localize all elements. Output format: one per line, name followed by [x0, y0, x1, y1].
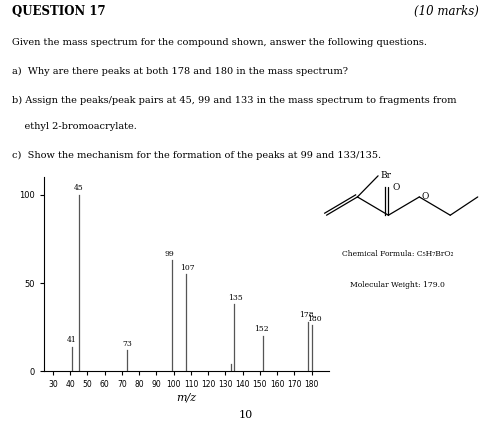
Text: Chemical Formula: C₅H₇BrO₂: Chemical Formula: C₅H₇BrO₂: [342, 251, 454, 258]
Text: O: O: [421, 192, 429, 201]
Text: Given the mass spectrum for the compound shown, answer the following questions.: Given the mass spectrum for the compound…: [12, 38, 427, 48]
Text: 152: 152: [254, 325, 269, 333]
Text: O: O: [393, 183, 400, 192]
Text: 178: 178: [299, 311, 314, 319]
Text: Molecular Weight: 179.0: Molecular Weight: 179.0: [350, 281, 445, 289]
Text: 135: 135: [228, 294, 243, 302]
Text: ethyl 2-bromoacrylate.: ethyl 2-bromoacrylate.: [12, 122, 137, 131]
Text: 107: 107: [180, 264, 195, 272]
Text: 180: 180: [307, 315, 322, 323]
Text: b) Assign the peaks/peak pairs at 45, 99 and 133 in the mass spectrum to fragmen: b) Assign the peaks/peak pairs at 45, 99…: [12, 96, 457, 106]
Text: Br: Br: [381, 171, 392, 180]
Text: 41: 41: [67, 336, 77, 344]
Text: 99: 99: [164, 249, 174, 257]
Text: c)  Show the mechanism for the formation of the peaks at 99 and 133/135.: c) Show the mechanism for the formation …: [12, 151, 382, 160]
Text: (10 marks): (10 marks): [414, 5, 479, 18]
Text: 73: 73: [122, 340, 132, 348]
Text: a)  Why are there peaks at both 178 and 180 in the mass spectrum?: a) Why are there peaks at both 178 and 1…: [12, 68, 348, 76]
Text: QUESTION 17: QUESTION 17: [12, 5, 106, 18]
X-axis label: m/z: m/z: [177, 392, 196, 402]
Text: 45: 45: [74, 184, 83, 192]
Text: 10: 10: [238, 410, 253, 420]
